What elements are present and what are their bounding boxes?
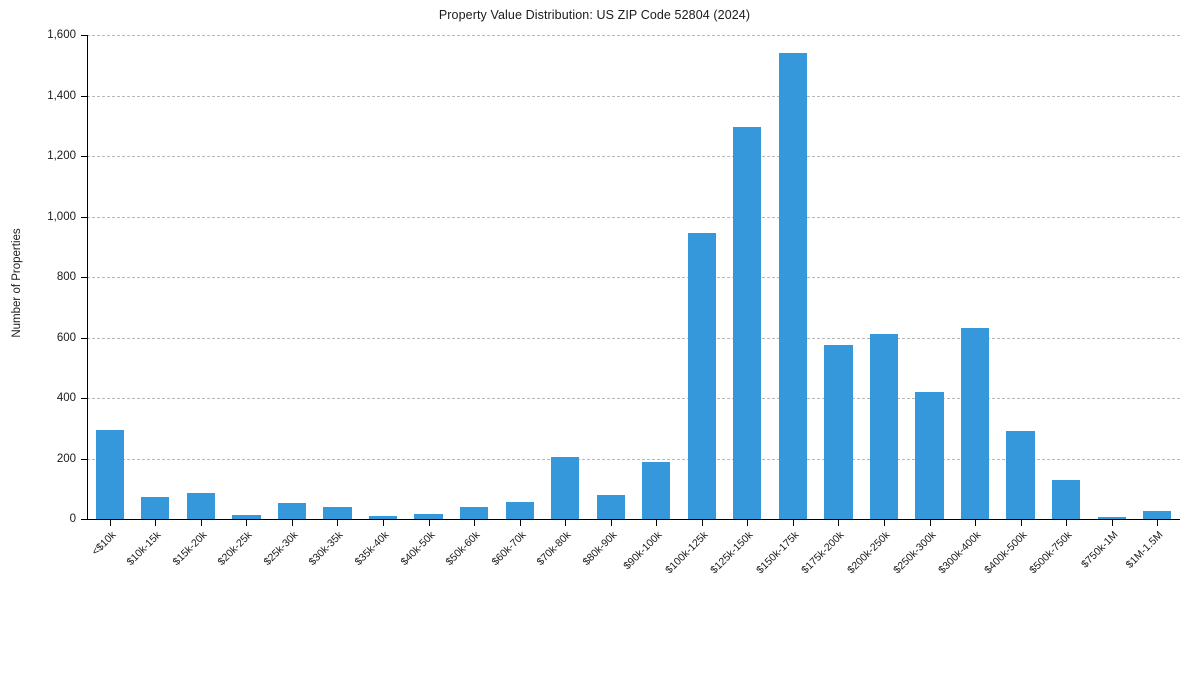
- y-tick-mark: [81, 398, 87, 399]
- bar[interactable]: [1052, 480, 1081, 519]
- x-tick-mark: [1066, 520, 1068, 526]
- bar[interactable]: [642, 461, 671, 519]
- bar[interactable]: [95, 430, 124, 519]
- gridline: [87, 156, 1180, 157]
- y-tick-label: 1,000: [47, 210, 76, 223]
- y-tick-mark: [81, 95, 87, 97]
- bar[interactable]: [1006, 431, 1035, 519]
- y-tick-label: 400: [56, 392, 76, 404]
- x-tick-mark: [838, 520, 840, 526]
- gridline: [87, 216, 1180, 218]
- bar[interactable]: [551, 457, 580, 519]
- y-axis-label: Number of Properties: [11, 228, 23, 338]
- bar[interactable]: [323, 506, 352, 519]
- x-tick-mark: [428, 520, 430, 526]
- y-tick-label: 1,200: [47, 150, 76, 162]
- bar[interactable]: [459, 506, 489, 519]
- bar[interactable]: [1097, 517, 1126, 519]
- bar[interactable]: [824, 345, 853, 519]
- x-tick-mark: [1111, 520, 1113, 526]
- x-tick-mark: [883, 520, 885, 526]
- x-axis-line: [87, 519, 1180, 520]
- bar[interactable]: [687, 232, 716, 519]
- x-tick-mark: [929, 520, 931, 526]
- bar[interactable]: [277, 502, 307, 519]
- gridline: [87, 398, 1180, 399]
- bar[interactable]: [596, 494, 625, 519]
- y-tick-label: 0: [69, 513, 76, 525]
- x-tick-mark: [610, 520, 612, 526]
- gridline: [87, 458, 1180, 460]
- y-axis-line: [87, 35, 88, 519]
- bar[interactable]: [1143, 511, 1172, 519]
- y-tick-mark: [81, 156, 87, 157]
- x-tick-mark: [565, 520, 567, 526]
- bar[interactable]: [960, 328, 990, 519]
- x-tick-mark: [109, 520, 111, 526]
- x-tick-mark: [792, 520, 794, 526]
- gridline: [87, 35, 1180, 36]
- x-tick-mark: [200, 520, 202, 526]
- y-tick-mark: [81, 458, 87, 460]
- x-tick-mark: [1020, 520, 1022, 526]
- plot-area: [87, 35, 1180, 519]
- x-tick-mark: [1157, 520, 1159, 526]
- y-tick-mark: [81, 519, 87, 520]
- x-tick-mark: [383, 520, 385, 526]
- x-tick-mark: [155, 520, 157, 526]
- gridline: [87, 337, 1180, 339]
- x-tick-mark: [337, 520, 339, 526]
- x-tick-mark: [656, 520, 658, 526]
- x-tick-mark: [474, 520, 476, 526]
- x-tick-mark: [519, 520, 521, 526]
- x-tick-mark: [246, 520, 248, 526]
- bar[interactable]: [733, 127, 762, 519]
- y-tick-label: 200: [56, 452, 76, 465]
- bar[interactable]: [368, 516, 398, 519]
- x-tick-mark: [975, 520, 977, 526]
- x-tick-mark: [747, 520, 749, 526]
- y-tick-mark: [81, 35, 87, 36]
- y-tick-label: 1,600: [47, 29, 76, 41]
- y-tick-mark: [81, 277, 87, 278]
- gridline: [87, 277, 1180, 278]
- bar[interactable]: [232, 515, 261, 519]
- bar[interactable]: [869, 333, 899, 519]
- y-tick-mark: [81, 216, 87, 218]
- bar[interactable]: [414, 513, 443, 519]
- bar[interactable]: [141, 497, 170, 519]
- chart-title: Property Value Distribution: US ZIP Code…: [438, 8, 751, 22]
- bar[interactable]: [505, 502, 534, 519]
- bar[interactable]: [186, 492, 215, 519]
- y-tick-label: 800: [56, 271, 76, 283]
- bar[interactable]: [778, 53, 807, 519]
- y-tick-label: 600: [56, 331, 76, 344]
- y-tick-mark: [81, 337, 87, 339]
- chart-figure: Property Value Distribution: US ZIP Code…: [11, 8, 1180, 577]
- bar[interactable]: [915, 392, 944, 519]
- x-tick-mark: [291, 520, 293, 526]
- y-tick-label: 1,400: [47, 89, 76, 102]
- x-tick-mark: [701, 520, 703, 526]
- gridline: [87, 95, 1180, 97]
